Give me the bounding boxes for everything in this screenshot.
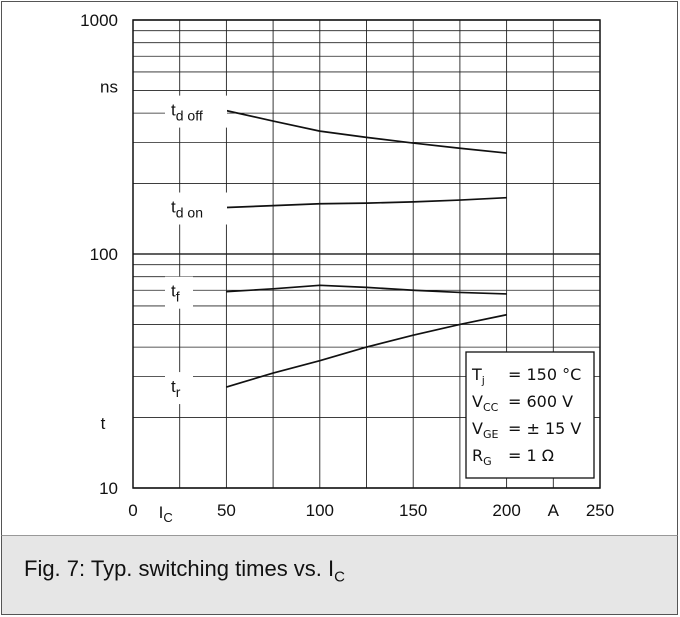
series-line-2 (226, 284, 507, 295)
x-tick-label: 250 (586, 501, 614, 520)
condition-value: = ± 15 V (508, 419, 581, 438)
caption-box: Fig. 7: Typ. switching times vs. IC (1, 535, 678, 615)
curve-label-bg (165, 95, 227, 128)
series-line-0 (226, 109, 507, 154)
condition-line-3: RG = 1 Ω (472, 446, 554, 468)
axes (132, 19, 601, 489)
conditions-box-border (465, 351, 595, 479)
condition-subscript: GE (483, 428, 499, 441)
caption-subscript: C (334, 568, 345, 586)
curve-label-bg (165, 276, 193, 309)
condition-symbol: V (472, 392, 483, 411)
x-tick-label: 50 (217, 501, 236, 520)
condition-symbol: T (471, 365, 482, 384)
curve-label-0: td off (171, 101, 203, 124)
x-tick-label: 150 (399, 501, 427, 520)
tick-labels: 0 50 100 150 200 250 10 100 1000 IC Ans t (80, 11, 614, 525)
curve-label-2: tf (171, 282, 180, 305)
x-axis-label-sub: C (163, 510, 172, 525)
curve-label-main: t (171, 377, 176, 396)
y-tick-label: 100 (90, 245, 118, 264)
y-axis-unit: ns (100, 77, 118, 96)
curve-label-sub: d on (176, 205, 203, 221)
x-tick-label: 0 (128, 501, 137, 520)
series-line-1 (226, 196, 507, 209)
curve-label-main: t (171, 198, 176, 217)
curve-label-1: td on (171, 198, 203, 221)
series-line-3 (226, 313, 507, 388)
x-axis-label: IC (159, 503, 173, 525)
condition-symbol: V (472, 419, 483, 438)
condition-line-2: VGE = ± 15 V (472, 419, 581, 441)
x-tick-label: 200 (492, 501, 520, 520)
curve-label-sub: f (176, 289, 180, 305)
condition-subscript: G (483, 455, 492, 468)
curve-label-bg (165, 372, 193, 405)
condition-line-0: Tj = 150 °C (471, 365, 581, 387)
curve-label-main: t (171, 101, 176, 120)
x-axis-unit: A (548, 501, 560, 520)
series-lines (226, 109, 507, 388)
condition-value: = 1 Ω (508, 446, 554, 465)
condition-subscript: CC (483, 401, 499, 414)
condition-line-1: VCC = 600 V (472, 392, 573, 414)
condition-symbol: R (472, 446, 483, 465)
y-tick-label: 1000 (80, 11, 118, 30)
plot-area-border (132, 19, 601, 489)
y-axis-label: t (101, 414, 106, 433)
curve-label-sub: d off (176, 108, 203, 124)
curve-label-main: t (171, 282, 176, 301)
condition-subscript: j (481, 374, 485, 387)
condition-value: = 150 °C (508, 365, 581, 384)
curve-label-sub: r (176, 384, 181, 400)
figure-caption: Fig. 7: Typ. switching times vs. IC (24, 556, 345, 585)
y-tick-label: 10 (99, 479, 118, 498)
curve-label-3: tr (171, 377, 181, 400)
x-tick-label: 100 (306, 501, 334, 520)
caption-text: Fig. 7: Typ. switching times vs. I (24, 556, 335, 581)
curve-label-bg (165, 192, 227, 225)
condition-value: = 600 V (508, 392, 573, 411)
